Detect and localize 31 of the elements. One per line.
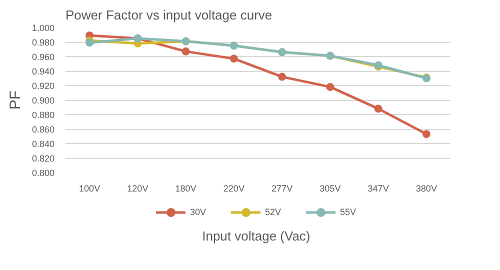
y-tick-label: 0.980	[32, 38, 55, 48]
y-tick-label: 1.000	[32, 23, 55, 33]
x-tick-label: 120V	[127, 184, 148, 194]
point	[278, 72, 286, 81]
point	[230, 54, 238, 63]
legend-label: 55V	[340, 207, 358, 217]
y-tick-label: 0.800	[32, 168, 55, 178]
y-tick-label: 0.940	[32, 66, 55, 76]
y-axis-title: PF	[6, 90, 24, 110]
x-axis-title: Input voltage (Vac)	[202, 228, 310, 244]
y-tick-label: 0.820	[32, 154, 55, 164]
point	[422, 130, 430, 138]
y-tick-label: 0.900	[32, 96, 55, 106]
y-tick-label: 0.840	[32, 139, 55, 149]
x-tick-label: 305V	[320, 184, 341, 194]
y-tick-label: 0.880	[32, 110, 55, 120]
legend-label: 52V	[265, 207, 282, 217]
x-tick-label: 180V	[175, 184, 196, 194]
chart-title: Power Factor vs input voltage curve	[66, 8, 272, 22]
x-tick-label: 220V	[223, 184, 244, 194]
y-tick-label: 0.860	[32, 124, 55, 134]
x-tick-label: 380V	[416, 184, 437, 194]
x-tick-label: 277V	[272, 184, 293, 194]
legend-label: 30V	[190, 207, 208, 217]
point	[326, 82, 334, 91]
x-tick-label: 347V	[368, 184, 389, 194]
y-tick-label: 0.920	[32, 81, 55, 91]
x-tick-label: 100V	[79, 184, 100, 194]
point	[182, 47, 190, 56]
y-tick-label: 0.960	[32, 52, 55, 62]
point	[374, 104, 382, 113]
